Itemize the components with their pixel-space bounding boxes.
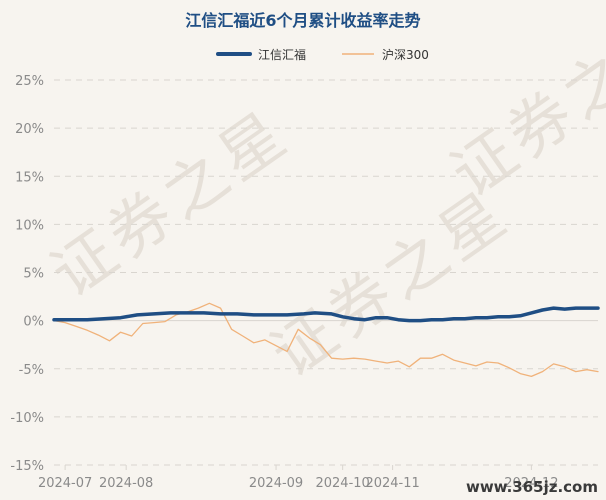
y-tick-label: 5% xyxy=(23,267,44,282)
x-tick-label: 2024-08 xyxy=(99,476,153,491)
y-tick-label: -5% xyxy=(19,363,44,378)
y-tick-label: 15% xyxy=(15,170,44,185)
series-line-benchmark xyxy=(53,302,599,378)
series-line-fund xyxy=(52,306,600,323)
x-tick-label: 2024-11 xyxy=(365,476,419,491)
chart-title: 江信汇福近6个月累计收益率走势 xyxy=(185,11,420,30)
y-tick-label: 25% xyxy=(15,74,44,89)
x-tick-label: 2024-12 xyxy=(504,476,558,491)
y-tick-label: 10% xyxy=(15,218,44,233)
legend-label-benchmark: 沪深300 xyxy=(382,48,429,62)
y-tick-label: 0% xyxy=(23,315,44,330)
site-label: www.365jz.com xyxy=(465,478,598,496)
x-tick-label: 2024-07 xyxy=(38,476,92,491)
legend-label-fund: 江信汇福 xyxy=(258,47,306,62)
y-tick-label: 20% xyxy=(15,122,44,137)
x-tick-label: 2024-09 xyxy=(249,476,303,491)
y-tick-label: -10% xyxy=(10,411,44,426)
y-tick-label: -15% xyxy=(10,459,44,474)
x-tick-label: 2024-10 xyxy=(315,476,369,491)
